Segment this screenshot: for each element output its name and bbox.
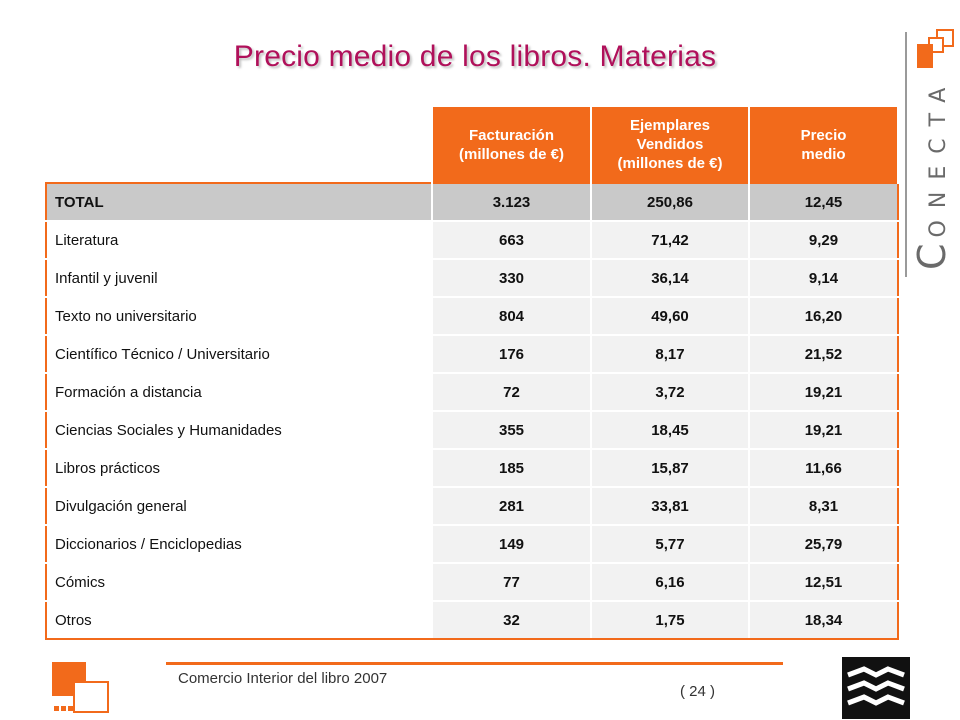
cell-precio: 25,79 [748, 525, 899, 564]
cell-precio: 8,31 [748, 487, 899, 526]
cell-ejemplares: 8,17 [590, 335, 749, 374]
cell-facturacion: 77 [431, 563, 591, 602]
cell-ejemplares: 36,14 [590, 259, 749, 298]
cell-facturacion: 804 [431, 297, 591, 336]
table-row: Infantil y juvenil 330 36,14 9,14 [45, 259, 899, 298]
table-row: Otros 32 1,75 18,34 [45, 601, 899, 640]
cell-facturacion: 281 [431, 487, 591, 526]
row-label: Infantil y juvenil [45, 259, 432, 298]
conecta-logo-icon [917, 29, 954, 68]
price-table: Facturación (millones de €) Ejemplares Ven… [45, 107, 899, 640]
row-label: Texto no universitario [45, 297, 432, 336]
cell-precio: 11,66 [748, 449, 899, 488]
cell-precio: 16,20 [748, 297, 899, 336]
page-number: ( 24 ) [680, 683, 716, 700]
cell-facturacion: 32 [431, 601, 591, 640]
row-label: Literatura [45, 221, 432, 260]
cell-ejemplares: 18,45 [590, 411, 749, 450]
cell-precio: 9,14 [748, 259, 899, 298]
header-ejemplares: Ejemplares Vendidos (millones de €) [590, 107, 750, 183]
table-row: Ciencias Sociales y Humanidades 355 18,45 1… [45, 411, 899, 450]
cell-ejemplares: 49,60 [590, 297, 749, 336]
cell-ejemplares: 15,87 [590, 449, 749, 488]
table-header-row: Facturación (millones de €) Ejemplares Ven… [46, 107, 899, 183]
cell-ejemplares: 71,42 [590, 221, 749, 260]
cell-facturacion: 663 [431, 221, 591, 260]
cell-ejemplares: 33,81 [590, 487, 749, 526]
cell-ejemplares: 250,86 [590, 182, 749, 222]
cell-precio: 12,51 [748, 563, 899, 602]
row-label: Libros prácticos [45, 449, 432, 488]
cell-facturacion: 185 [431, 449, 591, 488]
footer-squares-icon [52, 662, 109, 713]
table-row: Literatura 663 71,42 9,29 [45, 221, 899, 260]
table-row: Científico Técnico / Universitario 176 8,1… [45, 335, 899, 374]
cell-ejemplares: 1,75 [590, 601, 749, 640]
row-label: Divulgación general [45, 487, 432, 526]
cell-precio: 12,45 [748, 182, 899, 222]
cell-facturacion: 3.123 [431, 182, 591, 222]
row-label: Cómics [45, 563, 432, 602]
book-logo-icon [842, 657, 910, 719]
footer-divider [166, 662, 783, 665]
cell-ejemplares: 3,72 [590, 373, 749, 412]
cell-facturacion: 355 [431, 411, 591, 450]
header-facturacion: Facturación (millones de €) [431, 107, 592, 183]
table-row: Texto no universitario 804 49,60 16,20 [45, 297, 899, 336]
cell-facturacion: 149 [431, 525, 591, 564]
cell-precio: 19,21 [748, 411, 899, 450]
row-label: Ciencias Sociales y Humanidades [45, 411, 432, 450]
table-row: Divulgación general 281 33,81 8,31 [45, 487, 899, 526]
footer-caption: Comercio Interior del libro 2007 [178, 670, 388, 687]
table-row: Formación a distancia 72 3,72 19,21 [45, 373, 899, 412]
header-empty-cell [46, 107, 432, 183]
cell-facturacion: 330 [431, 259, 591, 298]
cell-ejemplares: 5,77 [590, 525, 749, 564]
row-label: Formación a distancia [45, 373, 432, 412]
row-label: TOTAL [45, 182, 432, 222]
cell-precio: 19,21 [748, 373, 899, 412]
table-row: Cómics 77 6,16 12,51 [45, 563, 899, 602]
header-precio: Precio medio [748, 107, 899, 183]
row-label: Diccionarios / Enciclopedias [45, 525, 432, 564]
row-label: Otros [45, 601, 432, 640]
brand-divider [905, 32, 907, 277]
cell-facturacion: 176 [431, 335, 591, 374]
brand-wordmark: CONECTA [910, 75, 954, 270]
page-title: Precio medio de los libros. Materias [233, 40, 717, 73]
table-row: Libros prácticos 185 15,87 11,66 [45, 449, 899, 488]
table-row: Diccionarios / Enciclopedias 149 5,77 25,79 [45, 525, 899, 564]
cell-facturacion: 72 [431, 373, 591, 412]
table-row-total: TOTAL 3.123 250,86 12,45 [45, 182, 899, 222]
row-label: Científico Técnico / Universitario [45, 335, 432, 374]
cell-ejemplares: 6,16 [590, 563, 749, 602]
cell-precio: 9,29 [748, 221, 899, 260]
cell-precio: 18,34 [748, 601, 899, 640]
cell-precio: 21,52 [748, 335, 899, 374]
